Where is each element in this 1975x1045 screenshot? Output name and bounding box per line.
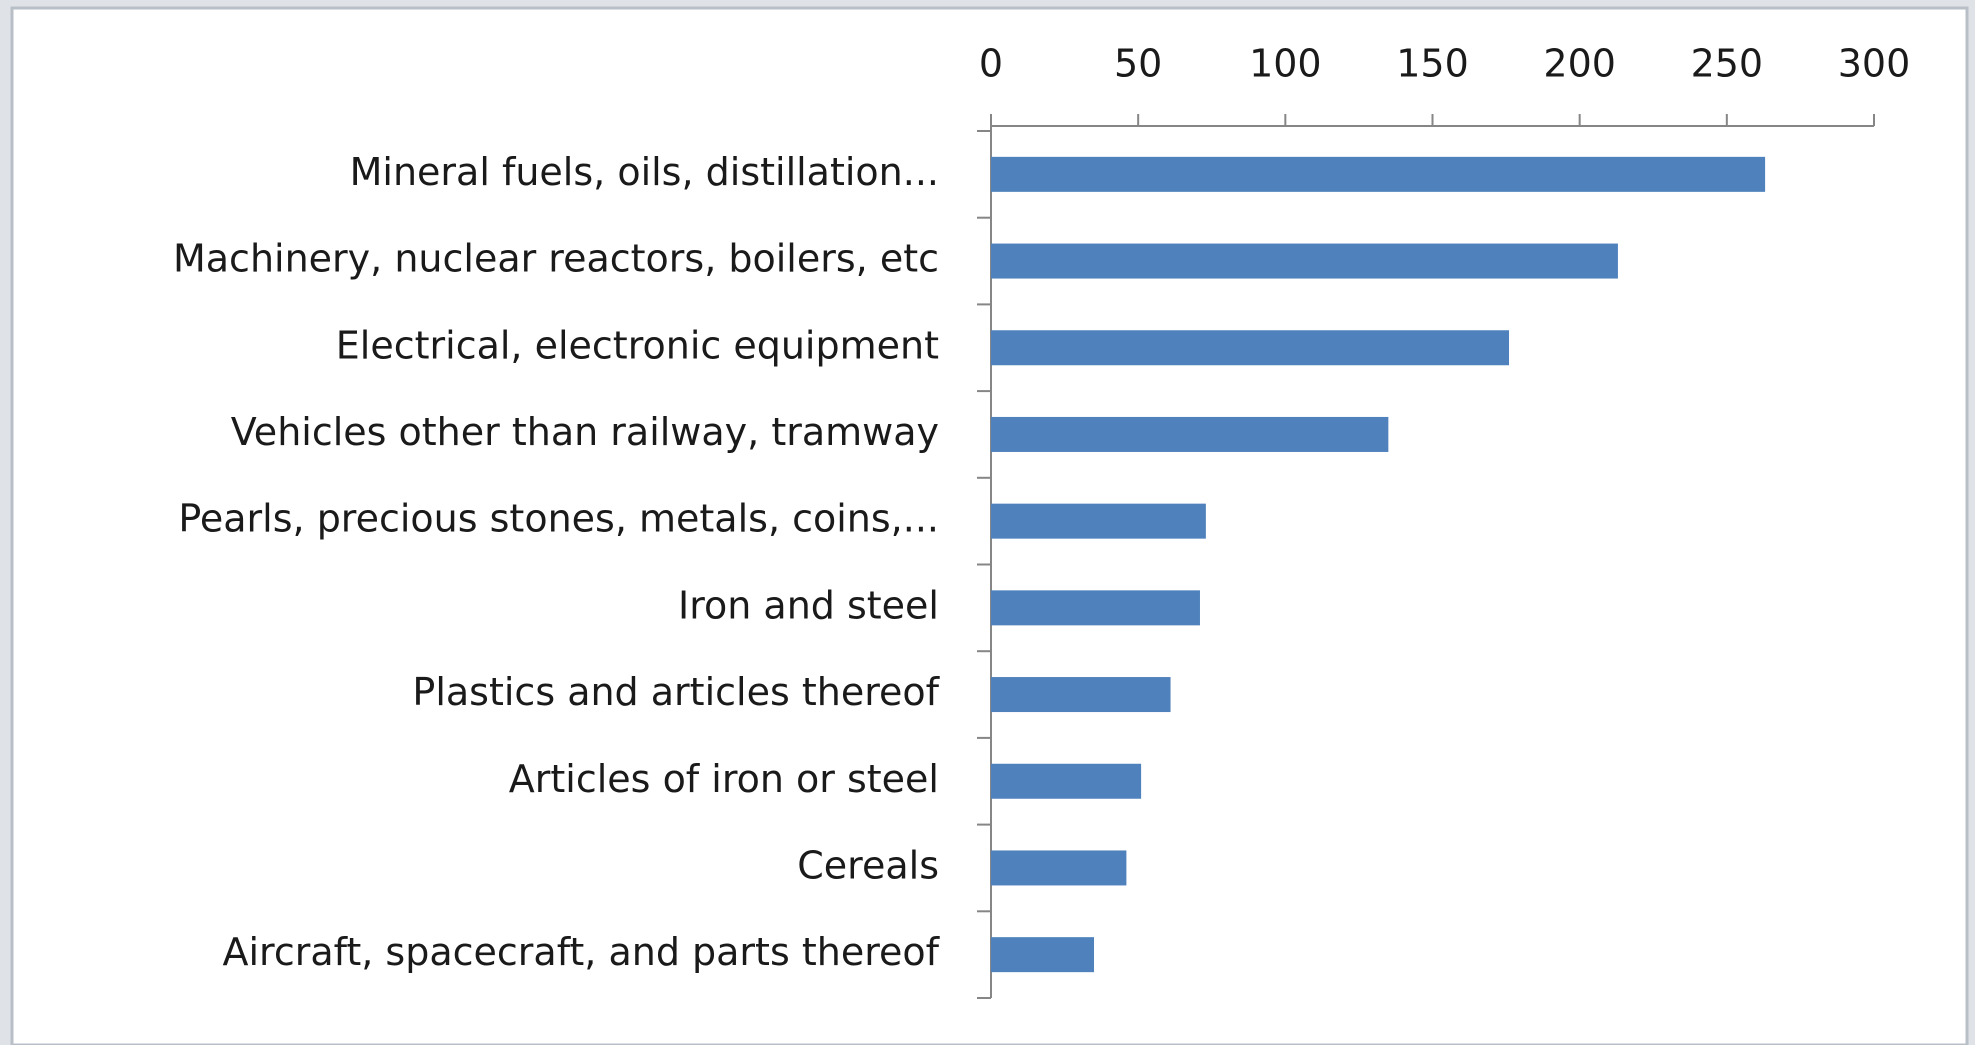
x-tick-label: 150 — [1396, 42, 1469, 86]
y-tick-label: Machinery, nuclear reactors, boilers, et… — [173, 237, 939, 281]
x-tick-label: 100 — [1249, 42, 1322, 86]
bar — [991, 503, 1206, 539]
bar — [991, 330, 1510, 366]
y-tick-label: Cereals — [797, 843, 939, 887]
y-tick-label: Vehicles other than railway, tramway — [231, 410, 939, 454]
bar — [991, 156, 1766, 192]
bar — [991, 937, 1095, 973]
x-tick-label: 250 — [1691, 42, 1764, 86]
y-tick-label: Articles of iron or steel — [509, 757, 939, 801]
bar — [991, 590, 1200, 626]
y-tick-label: Mineral fuels, oils, distillation... — [350, 150, 939, 194]
x-tick-label: 50 — [1114, 42, 1162, 86]
bar — [991, 243, 1618, 279]
bar — [991, 416, 1389, 452]
y-tick-label: Iron and steel — [678, 583, 939, 627]
x-tick-label: 0 — [979, 42, 1003, 86]
bar — [991, 763, 1142, 799]
bar — [991, 677, 1171, 713]
x-tick-label: 300 — [1838, 42, 1911, 86]
y-tick-label: Electrical, electronic equipment — [336, 323, 939, 367]
x-tick-label: 200 — [1543, 42, 1616, 86]
y-tick-label: Pearls, precious stones, metals, coins,.… — [178, 497, 939, 541]
y-tick-label: Aircraft, spacecraft, and parts thereof — [223, 930, 941, 974]
bar — [991, 850, 1127, 886]
y-tick-label: Plastics and articles thereof — [412, 670, 940, 714]
